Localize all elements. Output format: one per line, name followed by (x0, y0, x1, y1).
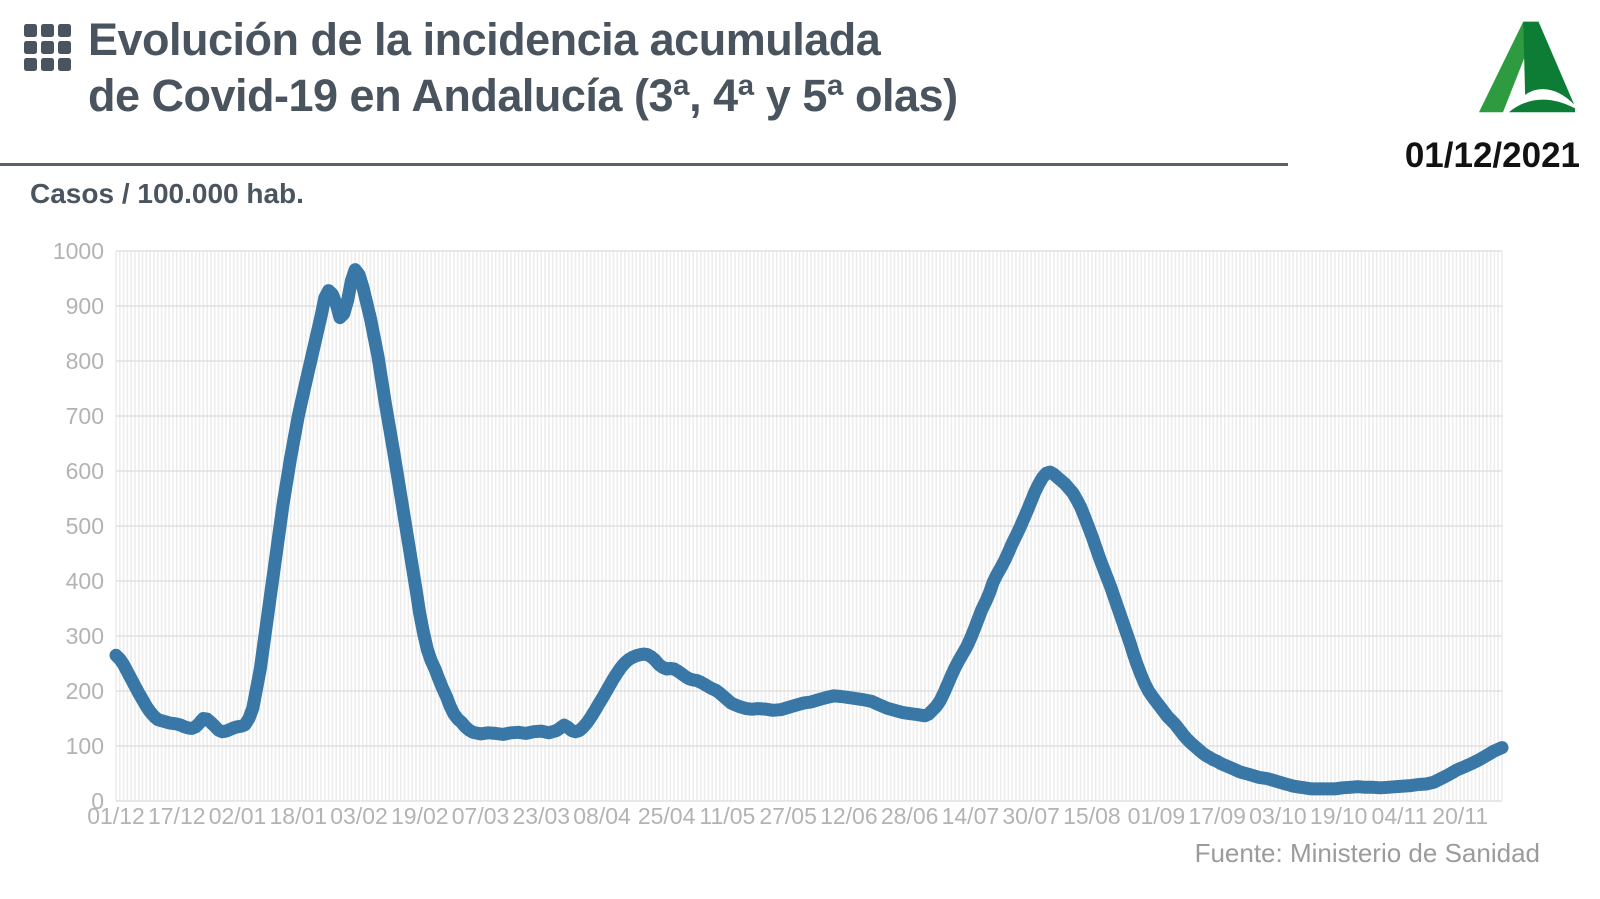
x-tick-label: 15/08 (1063, 803, 1121, 829)
x-tick-label: 25/04 (638, 803, 696, 829)
y-tick-label: 800 (66, 348, 104, 374)
logo-right-leg (1523, 21, 1575, 105)
x-tick-label: 01/12 (87, 803, 145, 829)
x-tick-label: 11/05 (699, 803, 755, 829)
y-tick-label: 1000 (53, 240, 104, 264)
x-tick-label: 18/01 (269, 803, 327, 829)
y-axis-title: Casos / 100.000 hab. (30, 178, 304, 209)
x-tick-label: 03/02 (330, 803, 388, 829)
logo-swoosh (1508, 99, 1576, 113)
junta-de-andalucia-logo-icon (1478, 21, 1576, 113)
x-tick-label: 08/04 (573, 803, 631, 829)
y-tick-label: 0 (91, 788, 104, 814)
y-tick-label: 500 (66, 513, 104, 539)
x-tick-label: 28/06 (881, 803, 939, 829)
x-tick-label: 04/11 (1372, 803, 1428, 829)
x-tick-label: 14/07 (942, 803, 1000, 829)
x-tick-label: 19/10 (1310, 803, 1368, 829)
x-tick-label: 03/10 (1249, 803, 1307, 829)
x-tick-label: 17/12 (148, 803, 206, 829)
x-tick-label: 17/09 (1188, 803, 1246, 829)
y-tick-label: 300 (66, 623, 104, 649)
title-divider (0, 163, 1288, 166)
grid-icon (24, 24, 71, 71)
y-tick-label: 700 (66, 403, 104, 429)
report-date: 01/12/2021 (1404, 136, 1580, 175)
x-tick-label: 23/03 (513, 803, 571, 829)
y-tick-label: 100 (66, 733, 104, 759)
x-tick-label: 07/03 (452, 803, 510, 829)
page-title: Evolución de la incidencia acumulada de … (88, 12, 958, 124)
incidence-series-line (109, 263, 1509, 796)
page-title-line2: de Covid-19 en Andalucía (3ª, 4ª y 5ª ol… (88, 70, 958, 121)
y-tick-label: 200 (66, 678, 104, 704)
x-tick-label: 01/09 (1128, 803, 1186, 829)
source-caption: Fuente: Ministerio de Sanidad (1194, 838, 1540, 868)
y-tick-label: 900 (66, 293, 104, 319)
logo-left-leg (1478, 21, 1539, 113)
x-tick-label: 27/05 (759, 803, 817, 829)
x-tick-label: 12/06 (820, 803, 878, 829)
x-tick-label: 02/01 (209, 803, 267, 829)
y-tick-label: 400 (66, 568, 104, 594)
x-tick-label: 19/02 (391, 803, 449, 829)
y-tick-label: 600 (66, 458, 104, 484)
x-tick-label: 30/07 (1002, 803, 1060, 829)
page-title-line1: Evolución de la incidencia acumulada (88, 14, 881, 65)
x-tick-label: 20/11 (1432, 803, 1488, 829)
